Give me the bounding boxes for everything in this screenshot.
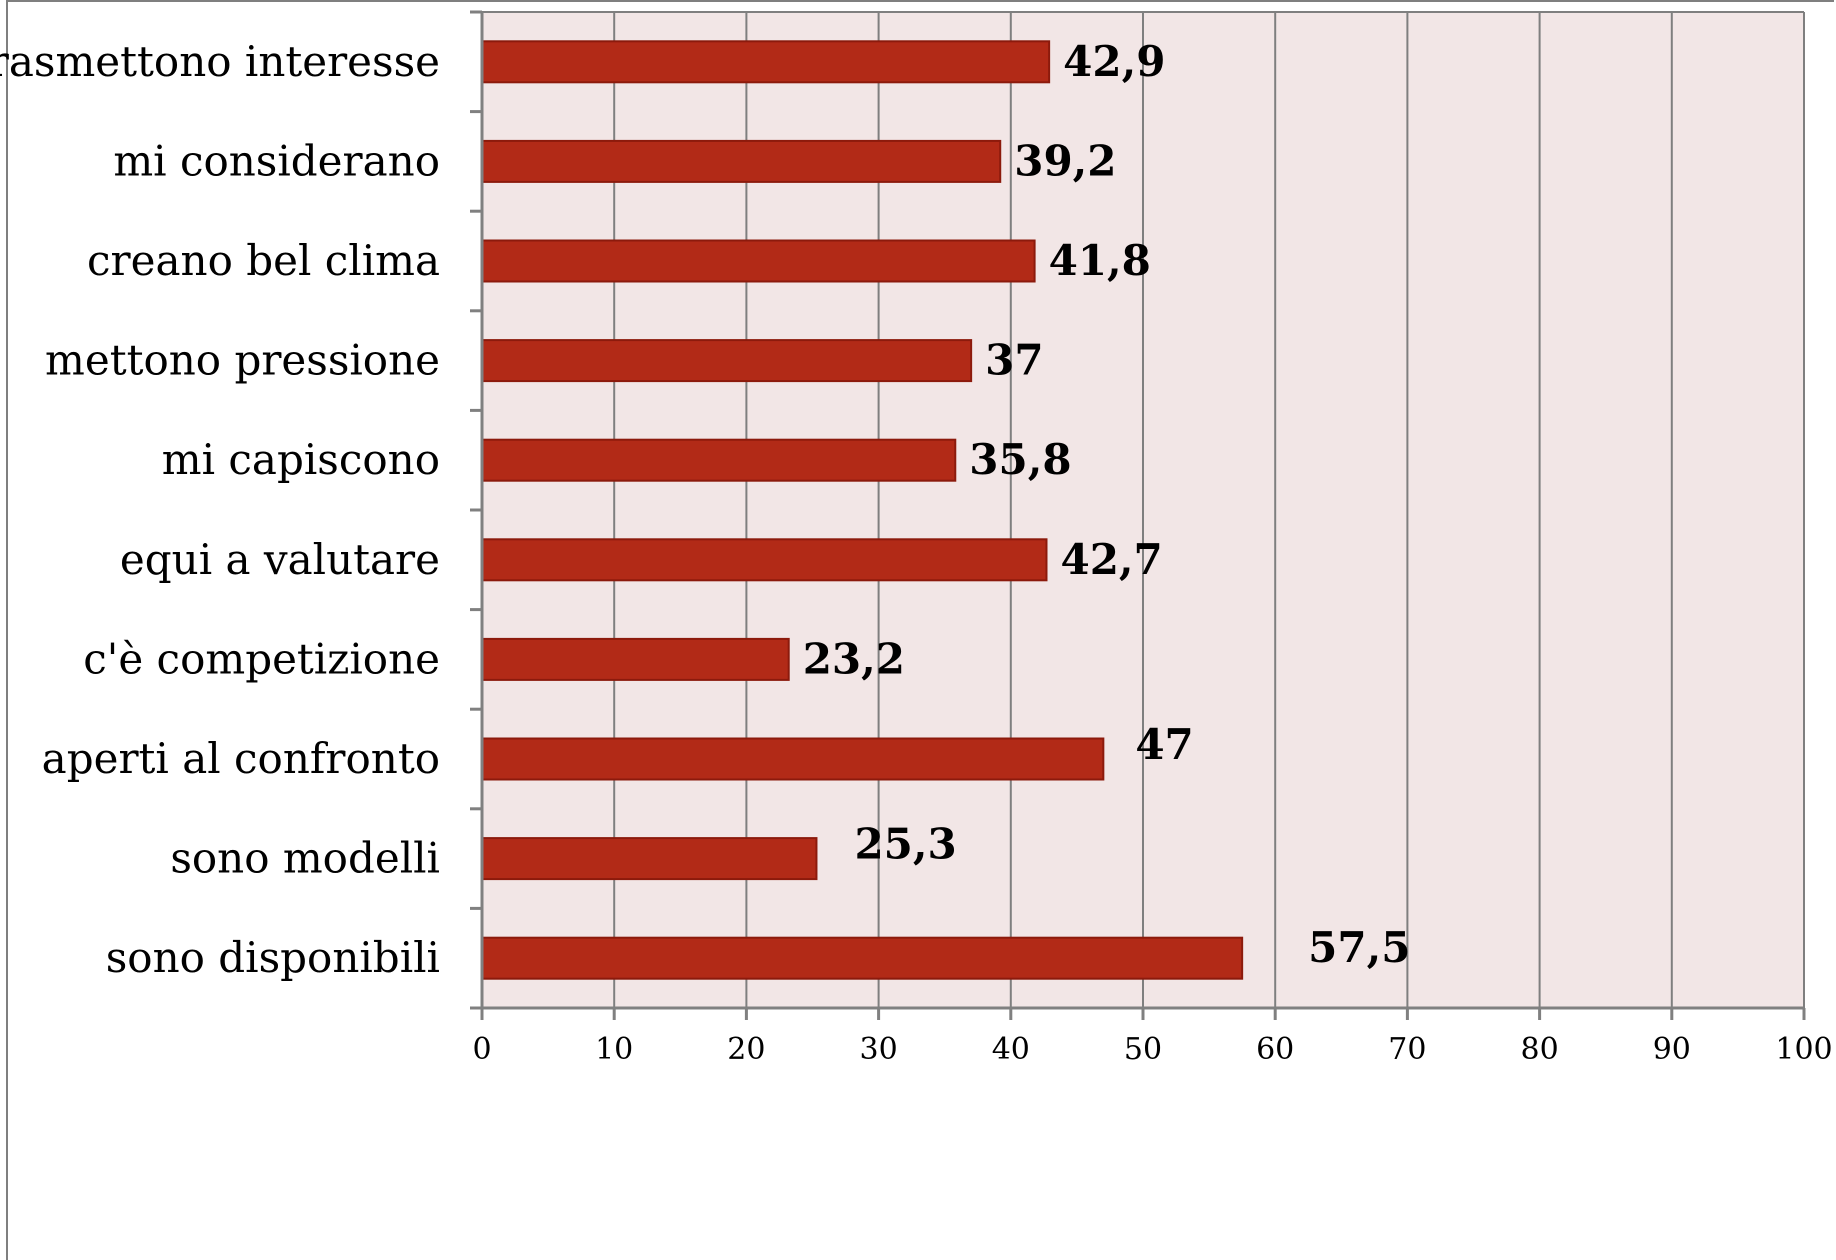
x-tick-label-60: 60 [1256, 1032, 1294, 1067]
data-label-6: 42,7 [1060, 535, 1162, 584]
category-label-2: mi considerano [113, 136, 440, 185]
x-tick-label-90: 90 [1653, 1032, 1691, 1067]
x-tick-label-30: 30 [860, 1032, 898, 1067]
bar-7 [481, 637, 790, 681]
data-label-8: 47 [1135, 720, 1193, 769]
x-tick-label-0: 0 [472, 1032, 491, 1067]
category-label-5: mi capiscono [162, 435, 440, 484]
bar-3 [481, 239, 1036, 283]
data-label-2: 39,2 [1014, 136, 1116, 185]
x-tick-labels: 0 10 20 30 40 50 60 70 80 90 100 [472, 1032, 1832, 1067]
axes [470, 10, 1806, 1020]
category-label-4: mettono pressione [45, 336, 440, 385]
data-label-4: 37 [985, 336, 1043, 385]
x-tick-label-80: 80 [1521, 1032, 1559, 1067]
data-label-10: 57,5 [1308, 923, 1410, 972]
bar-2 [481, 139, 1002, 183]
category-label-8: aperti al confronto [42, 734, 440, 783]
category-label-6: equi a valutare [120, 535, 440, 584]
data-label-9: 25,3 [854, 820, 956, 869]
data-label-1: 42,9 [1063, 37, 1165, 86]
data-labels: 42,9 39,2 41,8 37 35,8 42,7 23,2 47 25,3 57,5 [803, 37, 1411, 972]
chart-frame [6, 0, 1834, 1260]
data-label-7: 23,2 [803, 634, 905, 683]
category-label-9: sono modelli [170, 834, 440, 883]
bar-6 [481, 538, 1048, 582]
bar-1 [481, 40, 1051, 84]
x-tick-label-10: 10 [595, 1032, 633, 1067]
bar-8 [481, 737, 1105, 781]
bar-4 [481, 339, 973, 383]
data-label-3: 41,8 [1049, 236, 1151, 285]
x-tick-label-20: 20 [727, 1032, 765, 1067]
x-tick-label-100: 100 [1775, 1032, 1832, 1067]
category-labels: trasmettono interesse mi considerano crean… [0, 37, 440, 982]
data-label-5: 35,8 [969, 435, 1071, 484]
bar-9 [481, 837, 818, 881]
category-label-7: c'è competizione [83, 634, 440, 683]
category-label-10: sono disponibili [106, 933, 440, 982]
bar-5 [481, 438, 957, 482]
x-tick-label-70: 70 [1388, 1032, 1426, 1067]
x-tick-label-50: 50 [1124, 1032, 1162, 1067]
category-label-3: creano bel clima [87, 236, 440, 285]
bar-10 [481, 936, 1244, 980]
x-tick-label-40: 40 [992, 1032, 1030, 1067]
category-label-1: trasmettono interesse [0, 37, 440, 86]
bars [481, 40, 1244, 980]
